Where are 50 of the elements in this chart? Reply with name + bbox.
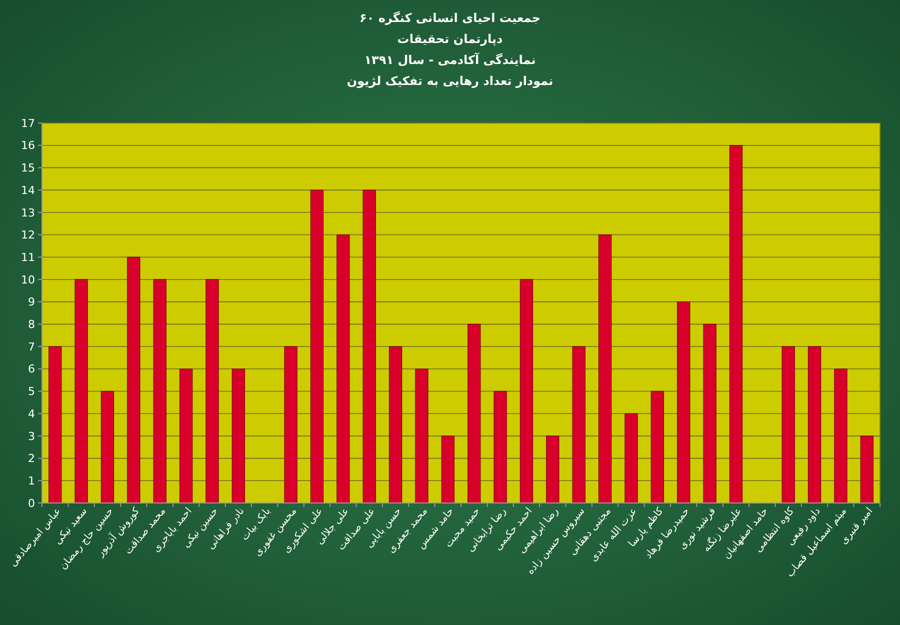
bar xyxy=(232,368,245,504)
bar xyxy=(677,302,690,504)
bar xyxy=(153,279,166,504)
y-tick-label: 8 xyxy=(28,318,35,332)
bar xyxy=(206,279,219,504)
bar xyxy=(127,256,140,504)
y-tick-label: 14 xyxy=(21,184,35,197)
bar xyxy=(546,436,560,504)
y-tick-label: 17 xyxy=(21,116,35,130)
bar xyxy=(808,346,822,504)
y-tick-label: 16 xyxy=(21,139,35,152)
bar xyxy=(100,390,114,504)
bar xyxy=(624,413,638,504)
bar xyxy=(520,279,534,504)
bar xyxy=(441,436,454,504)
bar xyxy=(415,368,428,504)
y-tick-label: 5 xyxy=(28,385,35,398)
y-tick-label: 10 xyxy=(21,273,35,286)
y-tick-label: 11 xyxy=(21,250,35,264)
y-tick-label: 4 xyxy=(28,407,35,420)
y-tick-label: 1 xyxy=(28,474,35,488)
bar xyxy=(782,346,795,504)
bar xyxy=(494,390,507,504)
y-tick-label: 9 xyxy=(28,296,35,309)
y-tick-label: 13 xyxy=(21,206,35,220)
bar xyxy=(468,324,481,504)
bar xyxy=(572,346,586,504)
y-tick-label: 0 xyxy=(28,496,35,510)
bar xyxy=(284,346,298,504)
bar xyxy=(388,346,402,504)
bar xyxy=(703,324,716,504)
bar xyxy=(48,346,62,504)
bar xyxy=(74,279,88,504)
chart-subtitle: دپارتمان تحقیقات نمایندگی آکادمی - سال ۱۳۹۱ نمودار تعداد رهایی به تفکیک لژیون xyxy=(346,32,554,88)
y-tick-label: 6 xyxy=(28,362,35,376)
bar xyxy=(860,436,874,504)
y-tick-label: 7 xyxy=(28,340,35,354)
bar xyxy=(310,190,324,504)
bar xyxy=(834,368,848,504)
bar xyxy=(179,368,193,504)
y-tick-label: 12 xyxy=(21,228,35,242)
bar xyxy=(336,234,350,504)
y-tick-label: 15 xyxy=(21,162,35,175)
y-tick-label: 3 xyxy=(28,430,35,443)
bar xyxy=(362,190,376,504)
bar xyxy=(729,145,743,504)
bar xyxy=(598,234,612,504)
y-tick-label: 2 xyxy=(28,452,35,466)
chart-title: جمعیت احیای انسانی کنگره ۶۰ xyxy=(360,11,540,25)
bar xyxy=(650,390,664,504)
